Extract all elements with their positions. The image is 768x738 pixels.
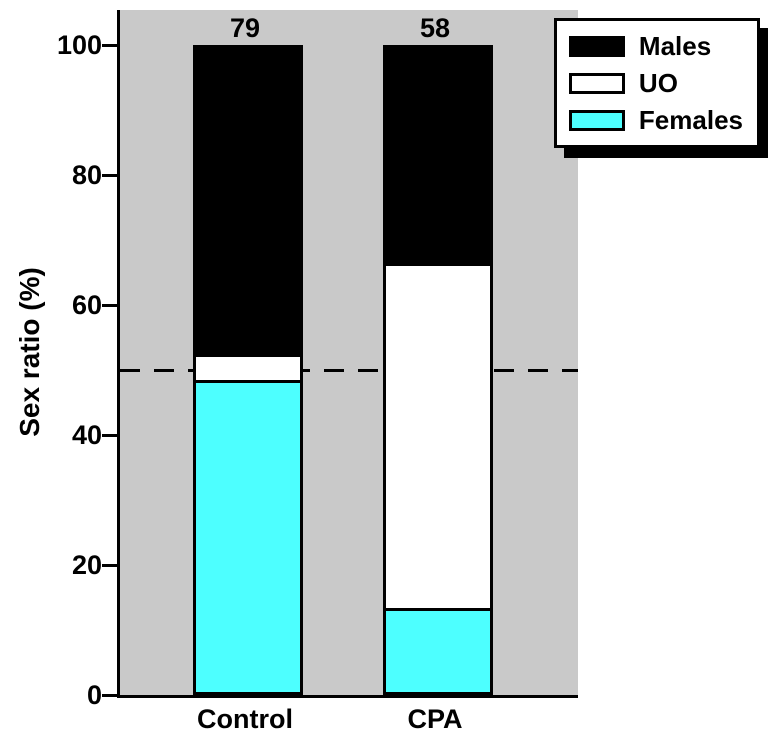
legend: Males UO Females	[553, 18, 760, 148]
category-label-control: Control	[197, 704, 293, 734]
legend-swatch-uo	[568, 72, 625, 94]
bar-segment-uo-control	[193, 357, 303, 383]
y-tick-mark-20	[102, 563, 117, 567]
y-tick-label-100: 100	[56, 30, 102, 60]
bar-total-control: 79	[229, 13, 261, 43]
plot-area	[102, 10, 578, 698]
legend-entry-females: Females	[568, 104, 743, 135]
y-tick-label-0: 0	[86, 680, 102, 710]
legend-swatch-males	[568, 35, 625, 57]
bar-segment-females-cpa	[383, 610, 493, 695]
y-tick-mark-60	[102, 303, 117, 307]
reference-line-50pct	[120, 368, 578, 372]
category-label-cpa: CPA	[407, 704, 463, 734]
bar-segment-females-control	[193, 383, 303, 695]
y-tick-mark-100	[102, 43, 117, 47]
legend-label-males: Males	[638, 30, 712, 61]
bar-control	[193, 45, 303, 695]
bar-segment-males-control	[193, 45, 303, 357]
y-tick-label-80: 80	[71, 160, 102, 190]
bar-segment-uo-cpa	[383, 266, 493, 611]
y-tick-label-40: 40	[71, 420, 102, 450]
legend-entry-uo: UO	[568, 67, 743, 98]
legend-label-females: Females	[638, 104, 743, 135]
bar-total-cpa: 58	[419, 13, 451, 43]
bar-segment-males-cpa	[383, 45, 493, 266]
y-tick-label-60: 60	[71, 290, 102, 320]
bar-cpa	[383, 45, 493, 695]
legend-entry-males: Males	[568, 30, 743, 61]
y-tick-mark-40	[102, 433, 117, 437]
y-tick-mark-0	[102, 693, 117, 697]
y-tick-label-20: 20	[71, 550, 102, 580]
legend-label-uo: UO	[638, 67, 678, 98]
legend-swatch-females	[568, 109, 625, 131]
y-tick-mark-80	[102, 173, 117, 177]
